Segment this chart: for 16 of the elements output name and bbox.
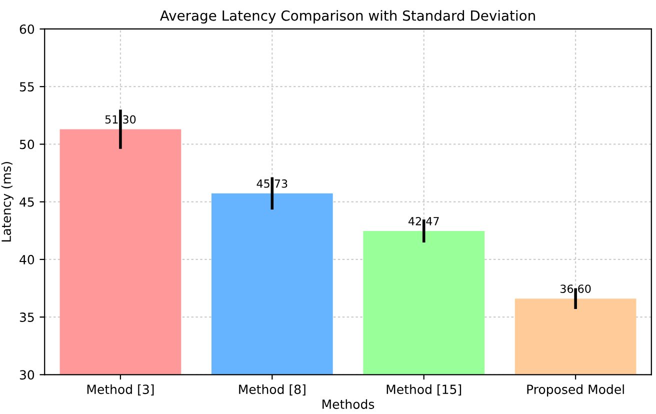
data-label: 42.47 — [408, 216, 439, 226]
y-tick-label: 35 — [20, 312, 34, 322]
y-tick-label: 55 — [20, 82, 34, 92]
y-tick-label: 60 — [20, 24, 34, 34]
data-label: 36.60 — [560, 284, 591, 294]
y-tick-label: 45 — [20, 197, 34, 207]
x-tick-label: Proposed Model — [527, 384, 624, 396]
y-tick-label: 50 — [20, 140, 34, 150]
x-tick-label: Method [8] — [239, 384, 306, 396]
x-tick-label: Method [3] — [87, 384, 154, 396]
chart-title: Average Latency Comparison with Standard Deviation — [160, 10, 535, 24]
x-axis-title: Methods — [322, 399, 374, 409]
x-tick-label: Method [15] — [386, 384, 462, 396]
y-tick-label: 40 — [20, 254, 34, 264]
y-tick-label: 30 — [20, 370, 34, 380]
y-axis-title: Latency (ms) — [1, 162, 14, 242]
